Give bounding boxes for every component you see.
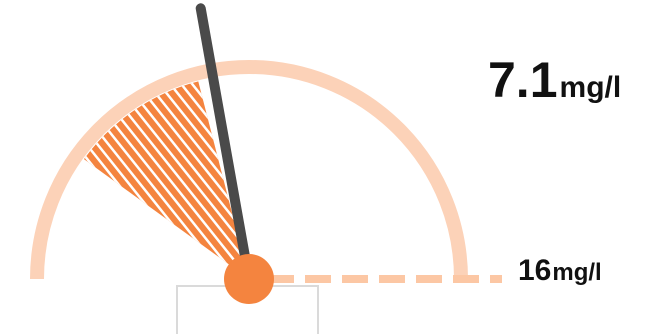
max-scale-unit: mg/l [552, 259, 602, 286]
band-hatch-line [83, 81, 101, 280]
band-hatch-line [0, 40, 78, 334]
max-scale-label: 16mg/l [518, 256, 602, 286]
current-reading: 7.1mg/l [488, 55, 621, 105]
band-hatch-line [0, 40, 56, 334]
band-hatch-line [0, 40, 1, 334]
band-hatch-line [0, 40, 23, 334]
band-hatch-line [83, 81, 90, 280]
current-reading-value: 7.1 [488, 52, 558, 108]
band-hatch-line [83, 81, 249, 280]
band-hatch-line [83, 81, 134, 280]
max-scale-value: 16 [518, 254, 552, 287]
gauge-hub [224, 254, 274, 304]
band-hatch-line [134, 81, 249, 280]
band-hatch-line [0, 40, 45, 334]
band-hatch-line [83, 81, 249, 280]
band-hatch-line [145, 81, 249, 280]
gauge-arc [30, 60, 468, 280]
band-hatch-line [0, 40, 34, 334]
band-hatch-line [0, 40, 12, 334]
band-hatch-line [83, 81, 249, 280]
band-hatch-line [156, 81, 249, 280]
current-reading-unit: mg/l [559, 71, 622, 104]
gauge-needle [195, 3, 254, 284]
